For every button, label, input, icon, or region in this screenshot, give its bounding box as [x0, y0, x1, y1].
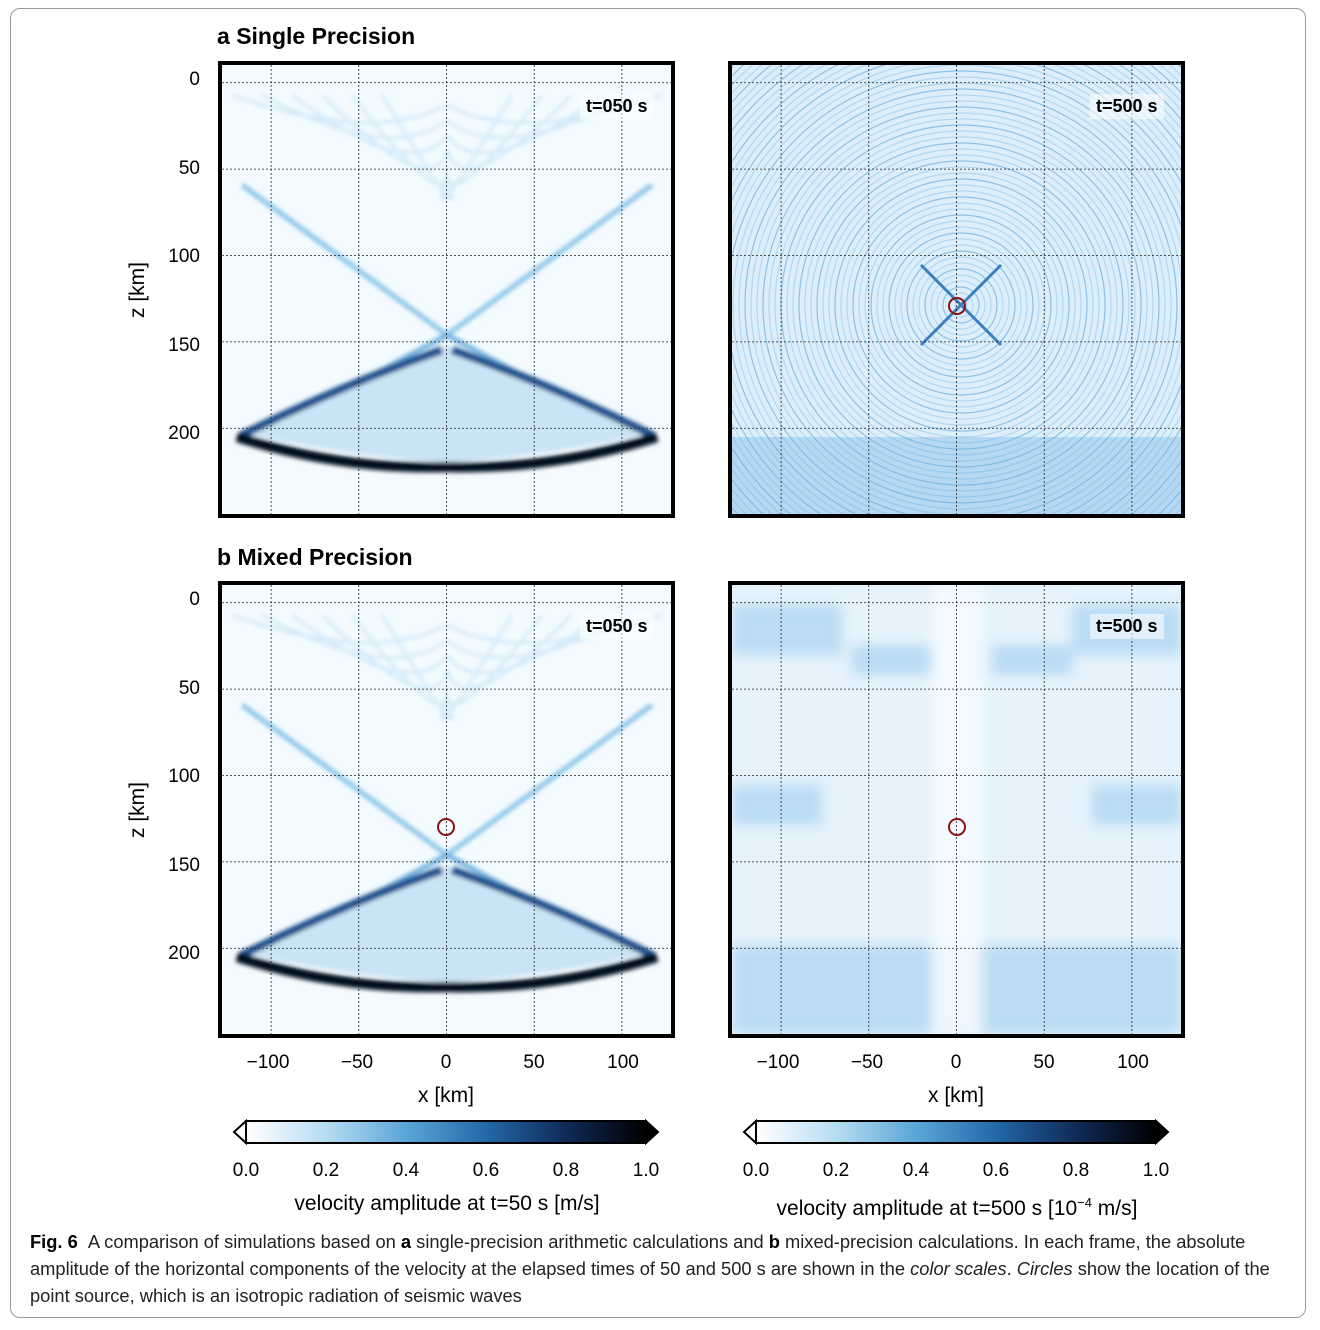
y-tick: 100	[168, 766, 200, 787]
source-circle-b-left	[437, 818, 455, 836]
x-tick: 50	[1033, 1052, 1055, 1073]
colorbar-tick: 1.0	[1142, 1160, 1170, 1181]
y-tick: 50	[178, 678, 200, 699]
y-tick: 0	[189, 589, 200, 610]
time-label-b-left: t=050 s	[580, 614, 654, 639]
x-tick: −50	[850, 1052, 884, 1073]
colorbar-tick: 1.0	[632, 1160, 660, 1181]
y-tick: 150	[168, 335, 200, 356]
wavefield-image	[732, 65, 1181, 514]
figure-frame	[10, 8, 1306, 1318]
colorbar-tick: 0.6	[982, 1160, 1010, 1181]
colorbar-tick: 0.8	[1062, 1160, 1090, 1181]
x-tick: −100	[246, 1052, 290, 1073]
colorbar-tick: 0.4	[902, 1160, 930, 1181]
y-tick: 200	[168, 423, 200, 444]
colorbar-tick: 0.0	[232, 1160, 260, 1181]
x-tick: −100	[756, 1052, 800, 1073]
colorbar-tick: 0.4	[392, 1160, 420, 1181]
wavefield-image	[222, 65, 671, 514]
x-axis-label-right: x [km]	[928, 1084, 984, 1107]
x-tick: 50	[523, 1052, 545, 1073]
colorbar-tick: 0.2	[312, 1160, 340, 1181]
x-tick: 100	[607, 1052, 639, 1073]
wavefield-image	[222, 585, 671, 1034]
colorbar-tick: 0.8	[552, 1160, 580, 1181]
plot-mixed-t50	[218, 581, 675, 1038]
plot-single-t500	[728, 61, 1185, 518]
y-tick: 100	[168, 246, 200, 267]
source-circle-b-right	[948, 818, 966, 836]
colorbar-tick: 0.0	[742, 1160, 770, 1181]
y-tick: 50	[178, 158, 200, 179]
panel-a-title: a Single Precision	[217, 23, 416, 49]
source-circle-a-right	[948, 297, 966, 315]
time-label-a-right: t=500 s	[1090, 94, 1164, 119]
y-tick: 200	[168, 943, 200, 964]
x-tick: 0	[950, 1052, 962, 1073]
time-label-a-left: t=050 s	[580, 94, 654, 119]
x-axis-label-left: x [km]	[418, 1084, 474, 1107]
x-tick: 0	[440, 1052, 452, 1073]
x-tick: 100	[1117, 1052, 1149, 1073]
y-tick: 0	[189, 69, 200, 90]
panel-b-title: b Mixed Precision	[217, 544, 413, 570]
plot-single-t50	[218, 61, 675, 518]
y-axis-label-b: z [km]	[126, 782, 149, 838]
colorbar-left-label: velocity amplitude at t=50 s [m/s]	[294, 1192, 600, 1215]
wavefield-image	[732, 585, 1181, 1034]
colorbar-tick: 0.2	[822, 1160, 850, 1181]
caption-fig-number: Fig. 6	[30, 1231, 78, 1252]
colorbar-left	[232, 1118, 660, 1146]
x-tick: −50	[340, 1052, 374, 1073]
colorbar-right-label: velocity amplitude at t=500 s [10−4 m/s]	[776, 1195, 1138, 1220]
colorbar-tick: 0.6	[472, 1160, 500, 1181]
y-tick: 150	[168, 855, 200, 876]
plot-mixed-t500	[728, 581, 1185, 1038]
time-label-b-right: t=500 s	[1090, 614, 1164, 639]
figure-caption: Fig. 6 A comparison of simulations based…	[30, 1231, 1270, 1306]
y-axis-label-a: z [km]	[126, 262, 149, 318]
colorbar-right	[742, 1118, 1170, 1146]
